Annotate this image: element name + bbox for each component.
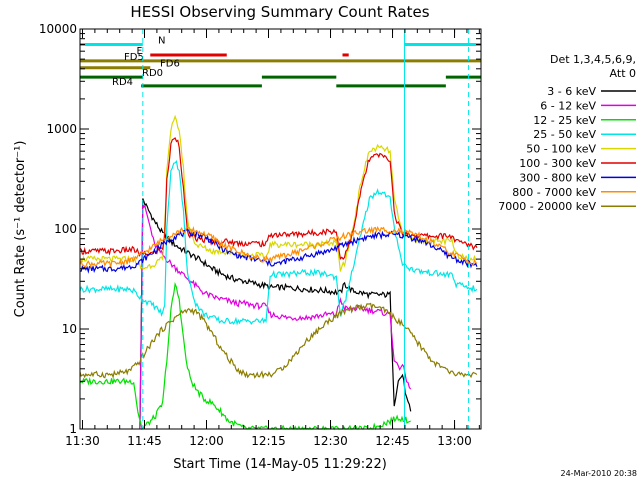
x-tick-label: 12:30 [313,434,348,448]
series-line-3-6-kev [139,198,412,430]
x-tick-label: 13:00 [437,434,472,448]
y-axis-label: Count Rate (s⁻¹ detector⁻¹) [13,141,28,318]
footer-timestamp: 24-Mar-2010 20:38 [561,469,638,478]
series-line-800-7000-kev [79,225,478,268]
vertical-marker-lines [79,29,470,429]
series-line-50-100-kev [79,114,478,272]
y-tick-label: 10 [62,322,77,336]
x-tick-label: 12:00 [189,434,224,448]
legend-entry-label: 300 - 800 keV [519,171,596,184]
x-tick-label: 11:30 [65,434,100,448]
series-line-300-800-kev [80,229,478,274]
legend-entry-label: 3 - 6 keV [547,85,596,98]
series-line-25-50-kev [79,159,478,326]
flag-label-rd0: RD0 [142,68,163,79]
legend-entry-label: 25 - 50 keV [533,128,596,141]
series-line-7000-20000-kev [79,302,478,380]
legend-entry-label: 50 - 100 keV [526,143,596,156]
series-lines [79,114,478,431]
legend-header-line-1: Det 1,3,4,5,6,9, [550,53,636,66]
flag-label-fd5: FD5 [124,52,144,63]
legend-entry-label: 12 - 25 keV [533,114,596,127]
y-tick-label: 10000 [39,22,77,36]
series-line-100-300-kev [79,137,478,260]
x-tick-label: 12:15 [251,434,286,448]
x-axis-label: Start Time (14-May-05 11:29:22) [173,457,387,472]
chart-title: HESSI Observing Summary Count Rates [130,3,429,21]
flag-label-fd6: FD6 [160,59,180,70]
y-tick-label: 100 [54,222,77,236]
x-tick-label: 12:45 [375,434,410,448]
x-tick-label: 11:45 [127,434,162,448]
flag-label-f: F [137,46,143,57]
legend-entry-label: 6 - 12 keV [540,99,596,112]
x-axis: 11:30 11:45 12:00 12:15 12:30 12:45 13:00 [65,29,480,448]
legend-entry-label: 800 - 7000 keV [512,186,596,199]
legend-header-line-2: Att 0 [610,67,636,80]
series-line-6-12-kev [139,204,412,430]
flag-label-n: N [158,35,165,46]
legend-entry-label: 7000 - 20000 keV [498,200,596,213]
y-axis: 1 10 100 1000 10000 [39,22,481,436]
legend-entry-label: 100 - 300 keV [519,157,596,170]
flag-label-rd4: RD4 [112,77,133,88]
y-tick-label: 1 [69,422,77,436]
y-tick-label: 1000 [46,122,77,136]
